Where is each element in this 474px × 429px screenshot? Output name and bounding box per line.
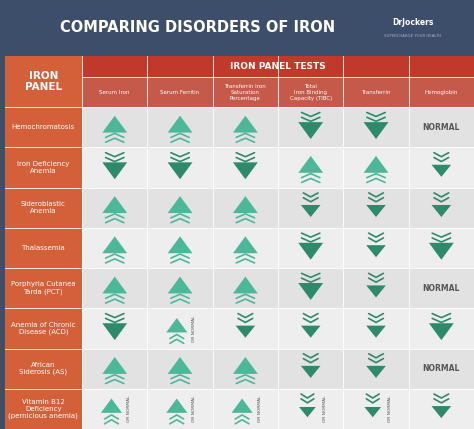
Bar bbox=[5, 56, 82, 107]
Polygon shape bbox=[429, 243, 454, 260]
Bar bbox=[5, 308, 82, 348]
Text: OR NORMAL: OR NORMAL bbox=[192, 396, 196, 422]
Polygon shape bbox=[232, 399, 253, 413]
Bar bbox=[82, 77, 474, 107]
Polygon shape bbox=[364, 122, 388, 139]
Polygon shape bbox=[298, 156, 323, 173]
Polygon shape bbox=[233, 277, 258, 293]
Bar bbox=[5, 389, 474, 429]
Polygon shape bbox=[102, 116, 127, 133]
Polygon shape bbox=[366, 366, 386, 378]
Text: OR NORMAL: OR NORMAL bbox=[192, 315, 196, 342]
Polygon shape bbox=[102, 196, 127, 213]
Polygon shape bbox=[166, 399, 187, 413]
Polygon shape bbox=[102, 357, 127, 374]
Polygon shape bbox=[236, 326, 255, 338]
Polygon shape bbox=[366, 326, 386, 338]
Text: Porphyria Cutanea
Tarda (PCT): Porphyria Cutanea Tarda (PCT) bbox=[11, 281, 76, 295]
Text: Thalassemia: Thalassemia bbox=[21, 245, 65, 251]
Polygon shape bbox=[168, 277, 192, 293]
Polygon shape bbox=[166, 318, 187, 332]
Text: African
Siderosis (AS): African Siderosis (AS) bbox=[19, 362, 67, 375]
Text: Anemia of Chronic
Disease (ACD): Anemia of Chronic Disease (ACD) bbox=[11, 322, 75, 335]
Polygon shape bbox=[431, 165, 451, 177]
Bar bbox=[5, 148, 474, 188]
Bar bbox=[5, 0, 474, 56]
Text: OR NORMAL: OR NORMAL bbox=[323, 396, 327, 422]
Polygon shape bbox=[233, 236, 258, 253]
Polygon shape bbox=[233, 162, 258, 179]
Polygon shape bbox=[298, 243, 323, 260]
Polygon shape bbox=[301, 205, 320, 217]
Text: NORMAL: NORMAL bbox=[423, 364, 460, 373]
Polygon shape bbox=[168, 162, 192, 179]
Polygon shape bbox=[233, 196, 258, 213]
Text: Transferrin: Transferrin bbox=[361, 90, 391, 95]
Polygon shape bbox=[365, 407, 381, 417]
Polygon shape bbox=[233, 116, 258, 133]
Polygon shape bbox=[168, 116, 192, 133]
Polygon shape bbox=[301, 366, 320, 378]
Polygon shape bbox=[431, 205, 451, 217]
Text: Transferrin Iron
Saturation
Percentage: Transferrin Iron Saturation Percentage bbox=[225, 84, 266, 100]
Bar bbox=[5, 107, 82, 148]
Text: Serum Ferritin: Serum Ferritin bbox=[161, 90, 200, 95]
Text: Hemochromatosis: Hemochromatosis bbox=[12, 124, 75, 130]
Polygon shape bbox=[299, 407, 316, 417]
Bar bbox=[82, 56, 474, 77]
Text: OR NORMAL: OR NORMAL bbox=[388, 396, 392, 422]
Polygon shape bbox=[301, 326, 320, 338]
Polygon shape bbox=[364, 156, 388, 173]
Polygon shape bbox=[298, 283, 323, 300]
Polygon shape bbox=[168, 357, 192, 374]
Text: Serum Iron: Serum Iron bbox=[100, 90, 130, 95]
Polygon shape bbox=[101, 399, 122, 413]
Polygon shape bbox=[429, 323, 454, 340]
Polygon shape bbox=[366, 245, 386, 257]
Text: IRON
PANEL: IRON PANEL bbox=[25, 71, 62, 92]
Bar bbox=[5, 148, 82, 188]
Polygon shape bbox=[233, 357, 258, 374]
Text: IRON PANEL TESTS: IRON PANEL TESTS bbox=[230, 62, 326, 71]
Bar bbox=[5, 228, 474, 268]
Polygon shape bbox=[366, 285, 386, 297]
Polygon shape bbox=[298, 122, 323, 139]
Text: NORMAL: NORMAL bbox=[423, 123, 460, 132]
Text: Vitamin B12
Deficiency
(pernicious anemia): Vitamin B12 Deficiency (pernicious anemi… bbox=[9, 399, 78, 419]
Polygon shape bbox=[366, 205, 386, 217]
Text: OR NORMAL: OR NORMAL bbox=[258, 396, 262, 422]
Polygon shape bbox=[102, 277, 127, 293]
Bar bbox=[5, 389, 82, 429]
Polygon shape bbox=[168, 196, 192, 213]
Text: Sideroblastic
Anemia: Sideroblastic Anemia bbox=[21, 201, 66, 214]
Bar bbox=[5, 268, 474, 308]
Bar bbox=[5, 188, 474, 228]
Text: NORMAL: NORMAL bbox=[423, 284, 460, 293]
Polygon shape bbox=[102, 236, 127, 253]
Bar bbox=[5, 268, 82, 308]
Polygon shape bbox=[102, 162, 127, 179]
Bar bbox=[5, 107, 474, 148]
Text: OR NORMAL: OR NORMAL bbox=[127, 396, 131, 422]
Bar bbox=[5, 228, 82, 268]
Bar bbox=[5, 348, 82, 389]
Text: DrJockers: DrJockers bbox=[392, 18, 434, 27]
Polygon shape bbox=[102, 323, 127, 340]
Bar bbox=[5, 188, 82, 228]
Text: COMPARING DISORDERS OF IRON: COMPARING DISORDERS OF IRON bbox=[60, 21, 335, 35]
Text: Total
Iron Binding
Capacity (TIBC): Total Iron Binding Capacity (TIBC) bbox=[290, 84, 332, 100]
Polygon shape bbox=[431, 406, 451, 418]
Bar bbox=[5, 308, 474, 348]
Bar bbox=[5, 348, 474, 389]
Text: Iron Deficiency
Anemia: Iron Deficiency Anemia bbox=[17, 161, 70, 174]
Text: SUPERCHARGE YOUR HEALTH: SUPERCHARGE YOUR HEALTH bbox=[384, 34, 442, 38]
Polygon shape bbox=[168, 236, 192, 253]
Text: Hemoglobin: Hemoglobin bbox=[425, 90, 458, 95]
